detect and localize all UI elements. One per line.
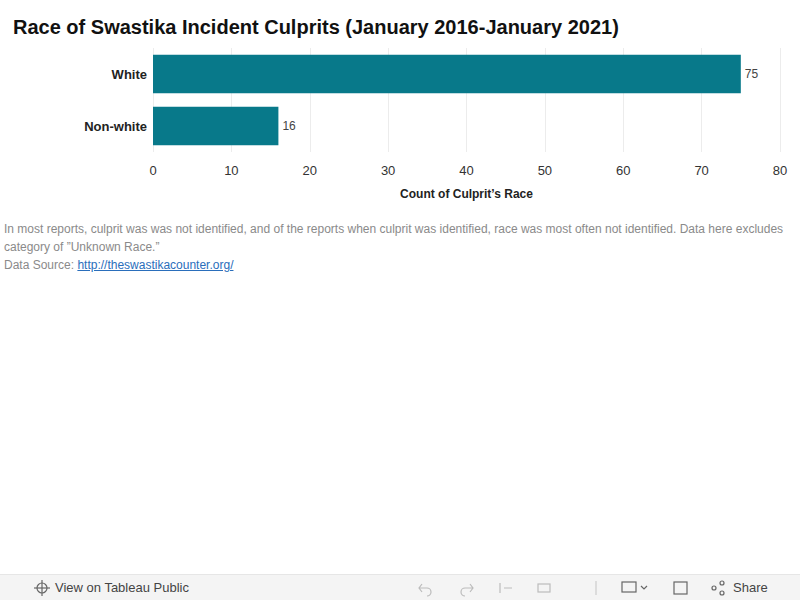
html-text:Share: Share (733, 580, 768, 595)
svg-text:10: 10 (224, 163, 238, 178)
svg-text:0: 0 (149, 163, 156, 178)
svg-text:Count of Culprit’s Race: Count of Culprit’s Race (400, 187, 533, 201)
svg-text:16: 16 (282, 119, 296, 133)
svg-text:75: 75 (745, 67, 759, 81)
svg-text:40: 40 (459, 163, 473, 178)
svg-text:White: White (112, 67, 147, 82)
svg-text:50: 50 (538, 163, 552, 178)
svg-text:60: 60 (616, 163, 630, 178)
svg-text:30: 30 (381, 163, 395, 178)
svg-text:70: 70 (694, 163, 708, 178)
html-text:View on Tableau Public: View on Tableau Public (55, 580, 189, 595)
svg-text:Race of Swastika Incident Culp: Race of Swastika Incident Culprits (Janu… (13, 16, 619, 38)
html-text:In most reports, culprit was w: In most reports, culprit was was not ide… (4, 222, 784, 254)
svg-text:80: 80 (773, 163, 787, 178)
html-text:Data Source: http://theswastik: Data Source: http://theswastikacounter.o… (4, 258, 234, 272)
svg-text:Non-white: Non-white (84, 119, 147, 134)
svg-text:20: 20 (303, 163, 317, 178)
